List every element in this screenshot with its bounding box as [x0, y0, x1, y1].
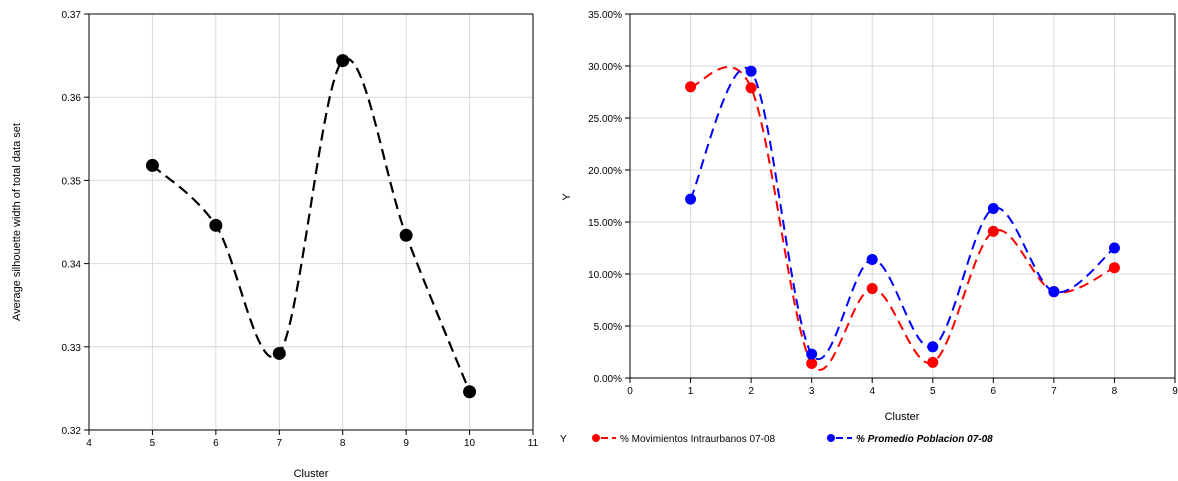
x-tick-label: 4: [869, 386, 875, 397]
data-point-0: [463, 385, 477, 399]
right-y-axis: 0.00% 5.00% 10.00% 15.00% 20.00% 25.00% 30.00%…: [588, 10, 630, 385]
right-plot-frame: [629, 13, 1176, 379]
left-y-axis-label: Average silhouette width of total data s…: [11, 123, 23, 321]
data-point-1: [987, 202, 999, 214]
x-tick-label: 3: [809, 386, 815, 397]
data-point-0: [806, 357, 818, 369]
x-tick-label: 4: [86, 438, 92, 449]
y-tick-label: 35.00%: [588, 10, 622, 21]
x-tick-label: 2: [748, 386, 754, 397]
data-point-0: [987, 225, 999, 237]
y-tick-label: 0.34: [62, 260, 82, 271]
legend-blue-label: % Promedio Poblacion 07-08: [856, 434, 993, 445]
x-tick-label: 0: [627, 386, 633, 397]
x-tick-label: 6: [213, 438, 219, 449]
x-tick-label: 1: [688, 386, 694, 397]
data-point-1: [1108, 242, 1120, 254]
y-tick-label: 20.00%: [588, 166, 622, 177]
data-point-0: [145, 158, 159, 172]
data-point-1: [866, 253, 878, 265]
series-line-0: [690, 66, 1115, 371]
legend-red-marker: [592, 434, 600, 442]
right-legend: Y % Movimientos Intraurbanos 07-08 % Pro…: [560, 434, 993, 445]
movements-chart: 0 1 2 3 4 5 6 7 8 9 0.00% 5.00% 10.00% 15.00% 20.00% 2…: [560, 10, 1178, 445]
data-point-0: [685, 81, 697, 93]
legend-entry-red: % Movimientos Intraurbanos 07-08: [592, 434, 776, 445]
y-tick-label: 0.32: [62, 426, 82, 437]
x-tick-label: 8: [1112, 386, 1118, 397]
legend-red-label: % Movimientos Intraurbanos 07-08: [620, 434, 776, 445]
series-line-0: [151, 57, 471, 393]
legend-blue-marker: [827, 434, 835, 442]
x-tick-label: 9: [1172, 386, 1178, 397]
series-line-1: [689, 66, 1116, 360]
left-grid: [89, 14, 533, 430]
left-y-axis: 0.32 0.33 0.34 0.35 0.36 0.37: [62, 10, 89, 437]
x-tick-label: 11: [528, 438, 539, 449]
data-point-0: [272, 346, 286, 360]
left-x-axis: 4 5 6 7 8 9 10 11: [86, 430, 539, 449]
x-tick-label: 10: [464, 438, 476, 449]
data-point-1: [685, 193, 697, 205]
x-tick-label: 6: [991, 386, 997, 397]
data-point-0: [927, 356, 939, 368]
y-tick-label: 0.33: [62, 343, 82, 354]
data-point-1: [927, 341, 939, 353]
data-point-1: [806, 348, 818, 360]
right-x-axis: 0 1 2 3 4 5 6 7 8 9: [627, 378, 1178, 397]
legend-entry-blue: % Promedio Poblacion 07-08: [827, 434, 993, 445]
data-point-0: [745, 82, 757, 94]
y-tick-label: 0.36: [62, 93, 82, 104]
x-tick-label: 9: [403, 438, 409, 449]
y-tick-label: 0.00%: [594, 374, 622, 385]
left-x-axis-label: Cluster: [294, 468, 329, 480]
data-point-0: [399, 228, 413, 242]
y-tick-label: 0.35: [62, 176, 82, 187]
y-tick-label: 0.37: [62, 10, 82, 21]
right-x-axis-label: Cluster: [885, 411, 920, 423]
data-point-0: [336, 54, 350, 68]
data-point-0: [866, 283, 878, 295]
y-tick-label: 25.00%: [588, 114, 622, 125]
y-tick-label: 30.00%: [588, 62, 622, 73]
right-series: [685, 65, 1120, 371]
right-y-axis-label: Y: [561, 193, 573, 201]
x-tick-label: 5: [930, 386, 936, 397]
legend-title: Y: [560, 434, 567, 445]
left-series: [145, 54, 477, 399]
left-plot-frame: [88, 13, 534, 431]
silhouette-chart: 4 5 6 7 8 9 10 11 0.32 0.33 0.34 0.35 0.36 0.37 Clus…: [11, 10, 539, 480]
right-grid: [630, 14, 1175, 378]
y-tick-label: 5.00%: [594, 322, 622, 333]
y-tick-label: 15.00%: [588, 218, 622, 229]
data-point-1: [745, 65, 757, 77]
data-point-1: [1048, 286, 1060, 298]
x-tick-label: 7: [277, 438, 283, 449]
y-tick-label: 10.00%: [588, 270, 622, 281]
x-tick-label: 7: [1051, 386, 1057, 397]
data-point-0: [1108, 262, 1120, 274]
x-tick-label: 5: [150, 438, 156, 449]
data-point-0: [209, 218, 223, 232]
x-tick-label: 8: [340, 438, 346, 449]
